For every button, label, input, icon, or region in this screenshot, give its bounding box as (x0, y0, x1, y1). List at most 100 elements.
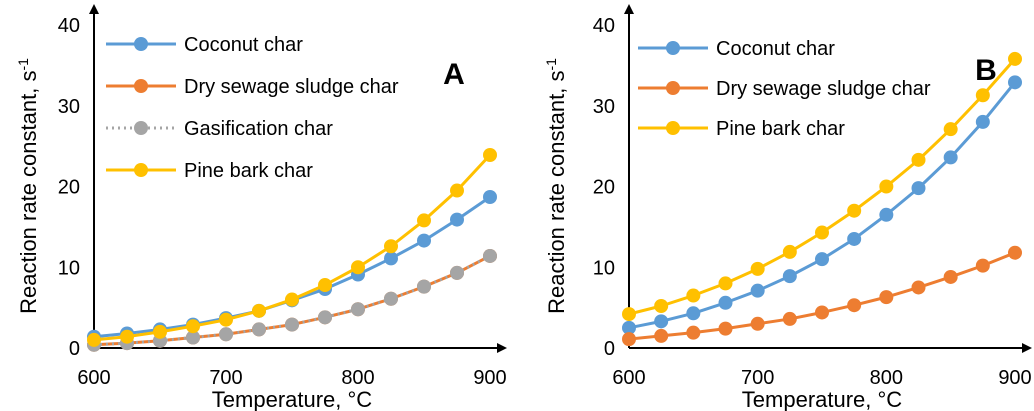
data-point (943, 269, 958, 284)
data-point (417, 233, 431, 248)
data-point (417, 213, 431, 228)
legend-label: Dry sewage sludge char (184, 76, 399, 98)
data-point (847, 298, 862, 313)
legend-item-dry-sewage-sludge-char: Dry sewage sludge char (638, 78, 931, 100)
legend-label: Pine bark char (716, 118, 845, 140)
legend-swatch-marker (666, 41, 680, 55)
legend-label: Coconut char (184, 34, 303, 56)
data-point (384, 251, 398, 266)
data-point (782, 269, 797, 284)
legend-label: Dry sewage sludge char (716, 78, 931, 100)
y-axis-title: Reaction rate constant, s-1 (543, 58, 569, 314)
data-point (483, 148, 497, 163)
data-point (622, 332, 636, 347)
legend-label: Gasification char (184, 118, 333, 140)
legend-item-coconut-char: Coconut char (638, 38, 835, 60)
data-point (654, 314, 669, 329)
data-point (879, 290, 894, 305)
data-point (718, 276, 733, 291)
data-point (384, 291, 398, 306)
series-pine-bark-char (87, 148, 497, 347)
y-axis-title-text: Reaction rate constant, s (16, 71, 41, 314)
data-point (417, 279, 431, 294)
series-line (93, 153, 492, 342)
data-point (318, 310, 332, 325)
data-point (252, 322, 266, 337)
panel-label: A (443, 58, 465, 91)
legend-item-coconut-char: Coconut char (106, 34, 303, 56)
legend-swatch-marker (666, 121, 680, 135)
data-point (815, 252, 829, 267)
legend-swatch-marker (134, 37, 148, 51)
x-tick-label: 700 (209, 367, 242, 389)
data-point (686, 306, 701, 321)
y-tick-label: 20 (58, 177, 80, 199)
series-pine-bark-char (622, 51, 1022, 322)
legend-item-pine-bark-char: Pine bark char (106, 160, 313, 182)
data-point (847, 231, 862, 246)
legend-swatch-marker (134, 163, 148, 177)
data-point (285, 317, 299, 332)
y-tick-label: 10 (593, 257, 615, 279)
data-point (186, 330, 200, 345)
data-point (654, 328, 669, 343)
x-tick-label: 600 (77, 367, 110, 389)
legend-swatch-marker (666, 81, 680, 95)
data-point (686, 288, 701, 303)
data-point (252, 303, 266, 318)
data-point (450, 265, 464, 280)
data-point (483, 189, 497, 204)
legend-label: Coconut char (716, 38, 835, 60)
data-point (450, 183, 464, 198)
data-point (318, 278, 332, 293)
data-point (782, 311, 797, 326)
data-point (450, 212, 464, 227)
x-tick-label: 900 (998, 367, 1031, 389)
y-tick-label: 20 (593, 177, 615, 199)
data-point (219, 312, 233, 327)
data-point (718, 321, 733, 336)
data-point (483, 248, 497, 263)
data-point (782, 244, 797, 259)
data-point (622, 320, 636, 335)
legend-item-gasification-char: Gasification char (106, 118, 333, 140)
data-point (975, 258, 990, 273)
series-line (93, 195, 491, 339)
data-point (847, 203, 862, 218)
data-point (879, 207, 894, 222)
data-point (384, 239, 398, 254)
series-dry-sewage-sludge-char (622, 245, 1022, 347)
data-point (285, 292, 299, 307)
data-point (975, 88, 990, 103)
x-tick-label: 700 (741, 367, 774, 389)
data-point (1008, 75, 1022, 90)
y-tick-label: 0 (69, 338, 80, 360)
data-point (718, 295, 733, 310)
data-point (975, 114, 990, 129)
data-point (815, 225, 829, 240)
data-point (351, 260, 365, 275)
data-point (654, 299, 669, 314)
data-point (750, 261, 765, 276)
legend-swatch-marker (134, 121, 148, 135)
data-point (219, 327, 233, 342)
y-tick-label: 30 (593, 96, 615, 118)
data-point (911, 152, 926, 167)
data-point (153, 324, 167, 339)
data-point (943, 122, 958, 137)
data-point (351, 302, 365, 317)
y-axis-title: Reaction rate constant, s-1 (15, 58, 41, 314)
data-point (120, 329, 134, 344)
data-point (815, 305, 829, 320)
data-point (911, 181, 926, 196)
y-axis-title-superscript: -1 (543, 58, 559, 71)
y-tick-label: 0 (604, 338, 615, 360)
y-tick-label: 30 (58, 96, 80, 118)
data-point (750, 316, 765, 331)
panel-label: B (975, 54, 997, 87)
data-point (911, 280, 926, 295)
legend-label: Pine bark char (184, 160, 313, 182)
y-tick-label: 40 (593, 15, 615, 37)
x-tick-label: 800 (341, 367, 374, 389)
